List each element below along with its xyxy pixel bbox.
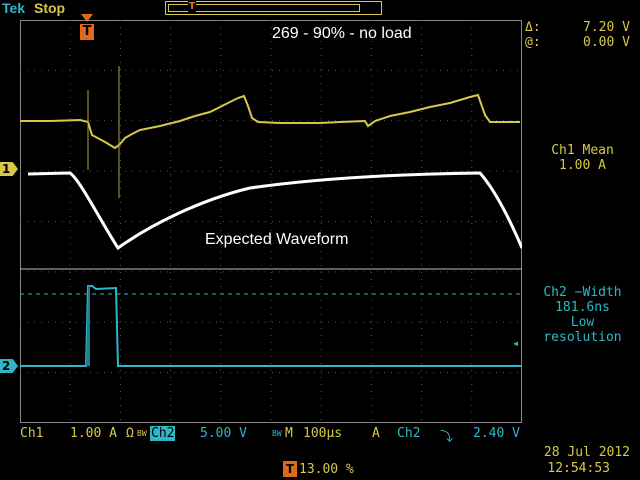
timebase-value[interactable]: 100µs — [303, 426, 343, 441]
cursor-delta-value: 7.20 V — [583, 20, 630, 35]
graticule — [20, 20, 522, 423]
reference-waveform — [27, 171, 522, 251]
brand-logo: Tek — [2, 0, 26, 16]
cursor-readout: Δ: 7.20 V @: 0.00 V — [525, 20, 640, 50]
graticule-border — [20, 20, 522, 423]
measurement-1-value: 1.00 A — [559, 158, 606, 173]
ch2-edge-fill — [86, 286, 90, 366]
graticule-grid — [20, 20, 522, 423]
settings-bar: Ch1 1.00 A Ω BW Ch2 5.00 V BW M 100µs A … — [0, 425, 640, 445]
top-status-bar: Tek Stop T — [0, 0, 640, 20]
ch1-waveform — [20, 93, 520, 150]
trigger-source[interactable]: Ch2 — [397, 426, 421, 441]
ch2-bandwidth-icon: BW — [272, 429, 282, 438]
trigger-level[interactable]: 2.40 V — [473, 426, 520, 441]
measurement-2-note-low: Low — [570, 315, 595, 330]
trigger-position-icon[interactable]: T — [80, 24, 94, 40]
ch2-scale[interactable]: 5.00 V — [200, 426, 247, 441]
ch1-coupling-icon: Ω — [126, 426, 134, 441]
record-trigger-icon: T — [188, 0, 196, 14]
trigger-position-readout[interactable]: T 13.00 % — [283, 461, 354, 477]
ch1-scale[interactable]: 1.00 A — [70, 426, 117, 441]
annotation-expected-waveform: Expected Waveform — [205, 231, 349, 248]
ch1-ground-marker[interactable]: 1 — [0, 162, 18, 176]
ch2-trigger-level-arrow-icon[interactable]: ◂ — [512, 336, 520, 350]
trigger-position-arrow-icon[interactable] — [81, 14, 93, 22]
ch2-label[interactable]: Ch2 — [150, 426, 176, 441]
trigger-mode[interactable]: A — [372, 426, 380, 441]
record-position-bar[interactable]: T — [165, 0, 382, 15]
trigger-slope-icon[interactable]: ⤵ — [440, 430, 454, 445]
measurement-ch1-mean[interactable]: Ch1 Mean 1.00 A — [525, 143, 640, 173]
measurement-2-note-resolution: resolution — [543, 330, 622, 345]
time-readout: 12:54:53 — [547, 461, 610, 476]
cursor-position-label: @: — [525, 35, 541, 50]
annotation-title: 269 - 90% - no load — [272, 25, 412, 42]
ch2-ground-marker[interactable]: 2 — [0, 359, 18, 373]
trigger-position-value: 13.00 % — [299, 462, 354, 477]
measurement-2-name: Ch2 −Width — [543, 285, 622, 300]
ch2-waveform — [20, 285, 522, 367]
measurement-2-value: 181.6ns — [555, 300, 610, 315]
date-readout: 28 Jul 2012 — [543, 445, 630, 460]
cursor-delta-label: Δ: — [525, 20, 541, 35]
measurement-ch2-width[interactable]: Ch2 −Width 181.6ns Low resolution — [525, 285, 640, 345]
acquisition-state[interactable]: Stop — [34, 0, 66, 16]
record-window — [168, 4, 360, 12]
ch1-label[interactable]: Ch1 — [20, 426, 44, 441]
cursor-position-value: 0.00 V — [583, 35, 630, 50]
measurement-1-name: Ch1 Mean — [551, 143, 614, 158]
timebase-prefix: M — [285, 426, 293, 441]
trigger-position-badge-icon: T — [283, 461, 297, 477]
ch1-bandwidth-icon: BW — [137, 429, 147, 438]
